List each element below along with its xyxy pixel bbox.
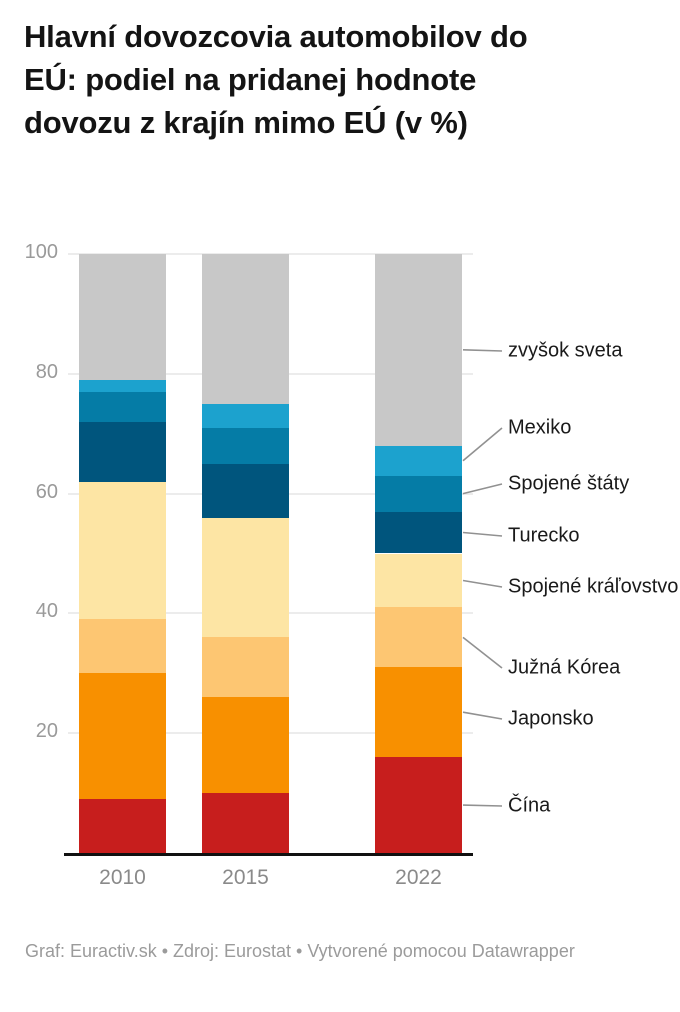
bar-segment-zvysok-sveta-2010	[79, 254, 166, 380]
legend-label-juzna-korea: Južná Kórea	[508, 656, 621, 679]
bar-segment-mexiko-2010	[79, 379, 166, 392]
legend-label-mexiko: Mexiko	[508, 416, 572, 439]
bar-segment-spojene-staty-2015	[202, 427, 289, 464]
leader-line-zvysok-sveta	[462, 349, 503, 352]
legend-label-spojene-kralovstvo: Spojené kráľovstvo	[508, 575, 679, 598]
legend-label-spojene-staty: Spojené štáty	[508, 472, 630, 495]
bar-segment-spojene-kralovstvo-2015	[202, 517, 289, 638]
x-axis-tick: 2022	[395, 866, 442, 889]
bar-segment-spojene-kralovstvo-2010	[79, 481, 166, 620]
bar-segment-zvysok-sveta-2022	[375, 254, 462, 446]
y-axis-tick: 20	[35, 720, 58, 743]
legend-label-cina: Čína	[508, 794, 551, 817]
legend-label-japonsko: Japonsko	[508, 707, 594, 730]
bar-segment-japonsko-2022	[375, 667, 462, 758]
y-axis-tick: 60	[35, 480, 58, 503]
legend-label-zvysok-sveta: zvyšok sveta	[508, 339, 623, 362]
bar-segment-cina-2022	[375, 757, 462, 853]
y-axis-tick: 80	[35, 360, 58, 383]
chart-title: Hlavní dovozcovia automobilov do EÚ: pod…	[24, 19, 528, 140]
leader-line-cina	[462, 804, 503, 807]
bar-segment-juzna-korea-2010	[79, 619, 166, 674]
bar-segment-mexiko-2015	[202, 403, 289, 428]
bar-segment-japonsko-2015	[202, 697, 289, 794]
bar-segment-zvysok-sveta-2015	[202, 254, 289, 404]
leader-line-juzna-korea	[462, 636, 503, 669]
footer-credit: Graf: Euractiv.sk • Zdroj: Eurostat • Vy…	[25, 941, 575, 961]
bar-segment-juzna-korea-2022	[375, 607, 462, 668]
x-axis-tick: 2015	[222, 866, 269, 889]
bar-segment-spojene-staty-2010	[79, 391, 166, 422]
bar-segment-turecko-2022	[375, 511, 462, 554]
legend-label-turecko: Turecko	[508, 524, 580, 547]
x-axis-baseline	[64, 853, 473, 856]
bar-segment-cina-2015	[202, 793, 289, 853]
bar-segment-mexiko-2022	[375, 445, 462, 476]
leader-line-mexiko	[462, 427, 503, 462]
leader-line-spojene-kralovstvo	[462, 579, 503, 588]
leader-line-japonsko	[462, 711, 503, 720]
bar-segment-spojene-staty-2022	[375, 475, 462, 512]
bar-segment-cina-2010	[79, 799, 166, 853]
bar-segment-turecko-2010	[79, 421, 166, 482]
y-axis-tick: 100	[24, 241, 58, 263]
bar-segment-turecko-2015	[202, 463, 289, 518]
leader-line-turecko	[462, 531, 503, 537]
bar-segment-japonsko-2010	[79, 673, 166, 800]
x-axis-tick: 2010	[99, 866, 146, 889]
bar-segment-spojene-kralovstvo-2022	[375, 553, 462, 608]
y-axis-tick: 40	[35, 600, 58, 623]
bar-segment-juzna-korea-2015	[202, 637, 289, 698]
